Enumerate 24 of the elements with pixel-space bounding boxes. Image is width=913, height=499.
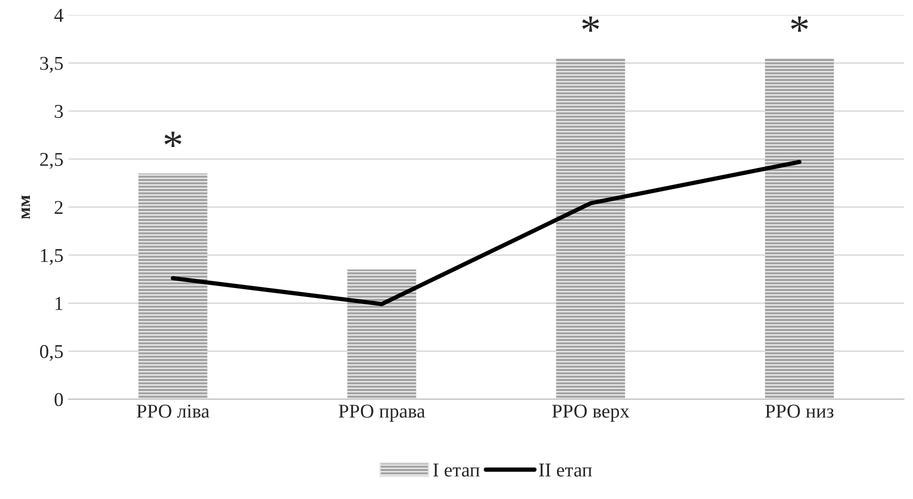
y-tick-label: 0,5	[40, 344, 63, 361]
x-tick-label: РРО ліва	[136, 404, 210, 418]
line-series	[170, 160, 802, 306]
y-tick-label: 1	[56, 297, 62, 310]
y-tick-label: 3	[54, 104, 63, 118]
x-tick-label: РРО верх	[552, 404, 630, 422]
x-tick-label: РРО низ	[765, 404, 834, 418]
legend-label: I етап	[433, 464, 480, 477]
y-tick-label: 1,5	[41, 249, 63, 265]
x-tick-label: РРО права	[338, 404, 426, 422]
y-tick-label: 2	[54, 200, 63, 214]
bar	[556, 58, 626, 400]
bar	[347, 270, 416, 400]
y-tick-label: 4	[54, 8, 64, 22]
y-tick-label: 2,5	[40, 152, 63, 169]
annotation: *	[582, 16, 600, 32]
legend-label: II етап	[539, 464, 592, 477]
annotation: *	[791, 16, 808, 32]
annotation: *	[164, 132, 182, 148]
y-tick-label: 0	[54, 393, 63, 406]
bar	[764, 58, 834, 400]
bar	[138, 173, 208, 400]
y-axis-title: мм	[22, 195, 30, 219]
y-tick-label: 3,5	[40, 56, 63, 73]
